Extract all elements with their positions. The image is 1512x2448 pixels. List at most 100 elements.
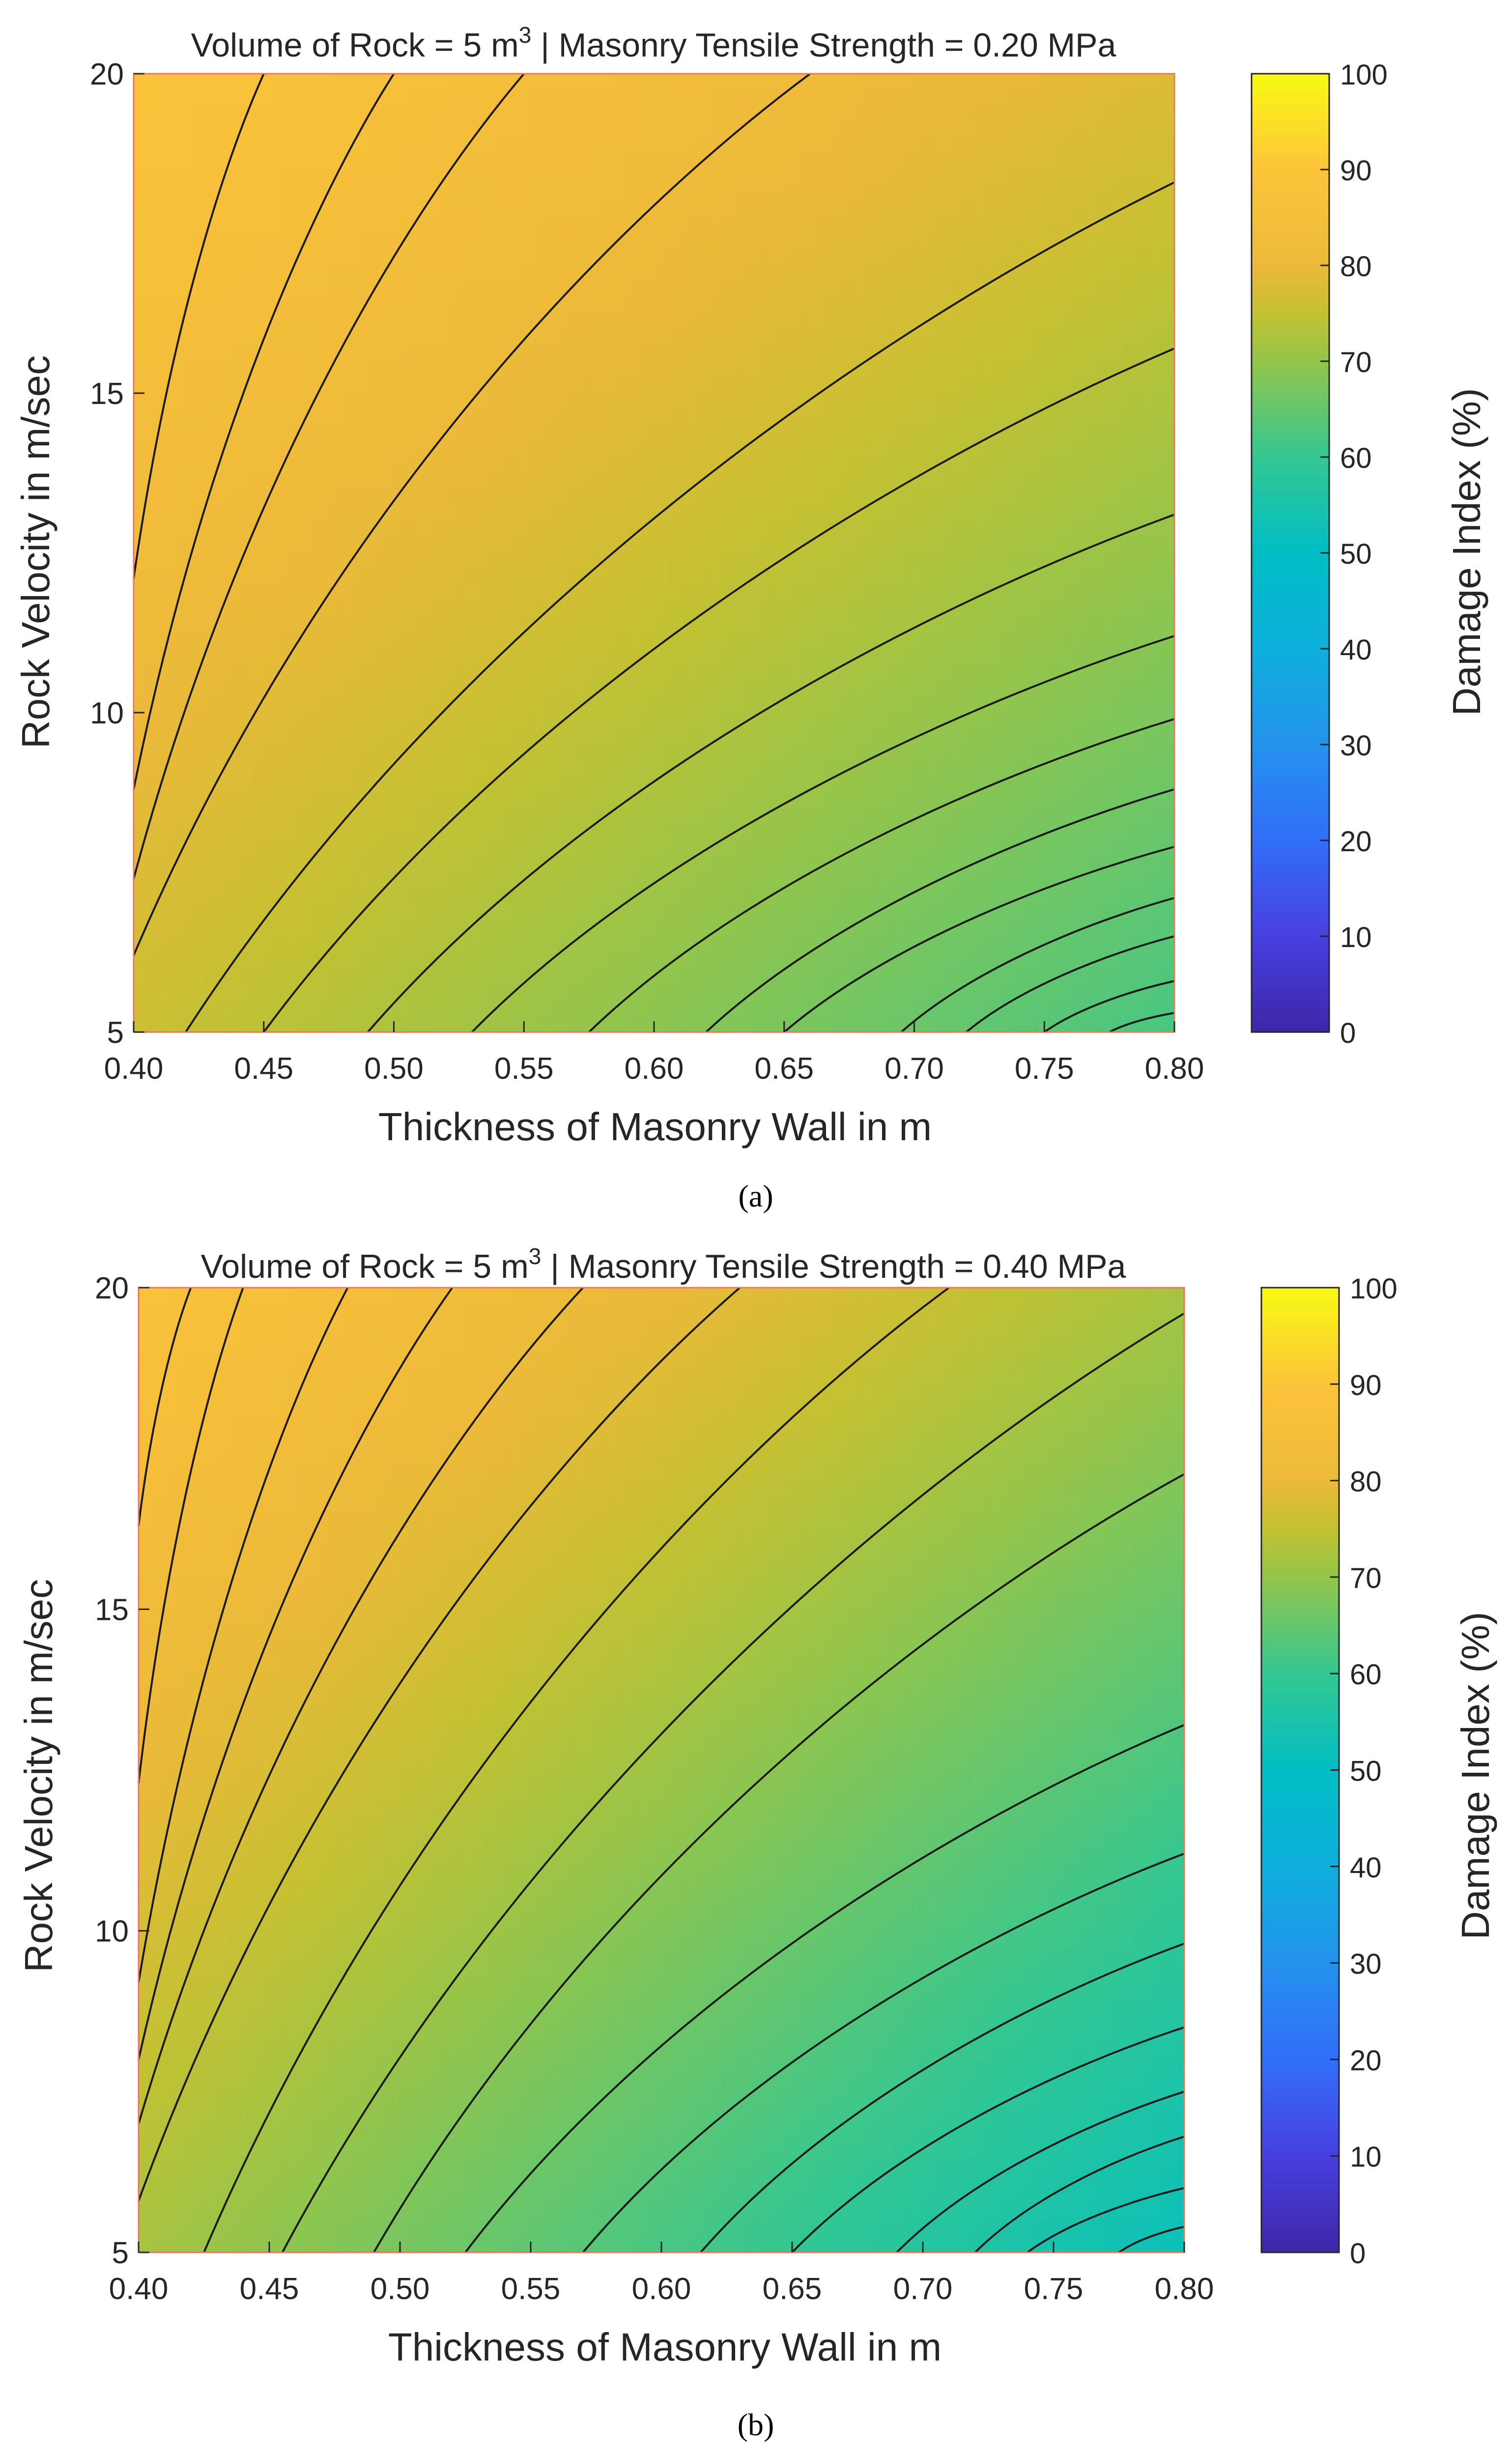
panel-b-contour-line bbox=[582, 1852, 1185, 2253]
panel-a-contour-line bbox=[588, 718, 1175, 1033]
panel-a-colorbar-tick-label: 90 bbox=[1340, 155, 1372, 187]
panel-b-field-strip bbox=[139, 1480, 1184, 1497]
panel-a-colorbar-tick-label: 20 bbox=[1340, 826, 1372, 858]
panel-b-field-strip bbox=[139, 1464, 1184, 1481]
panel-a-field-strip bbox=[134, 648, 1174, 665]
panel-a-colorbar-tick-label: 60 bbox=[1340, 442, 1372, 474]
panel-b-field-strip bbox=[139, 1432, 1184, 1449]
panel-a-field-strip bbox=[134, 616, 1174, 633]
panel-b-field-strip bbox=[139, 1721, 1184, 1738]
panel-a-field-strip bbox=[134, 281, 1174, 298]
panel-a-field-strip bbox=[134, 393, 1174, 409]
panel-a-field-strip bbox=[134, 696, 1174, 713]
panel-b-colorbar-tick-label: 10 bbox=[1350, 2141, 1382, 2173]
panel-b-field bbox=[139, 1287, 1184, 2253]
panel-b-field-strip bbox=[139, 1737, 1184, 1755]
panel-b-contour-line bbox=[138, 1287, 454, 2060]
panel-a-field-strip bbox=[134, 808, 1174, 825]
panel-b-field-strip bbox=[139, 1898, 1184, 1915]
panel-a: 0.40 0.45 0.50 0.55 0.60 0.65 0.70 0.75 0.80 5 10 1… bbox=[14, 22, 1488, 1213]
panel-b-field-strip bbox=[139, 2027, 1184, 2044]
panel-b-contour-line bbox=[974, 2135, 1185, 2253]
panel-a-field-strip bbox=[134, 984, 1174, 1001]
panel-b-field-strip bbox=[139, 1914, 1184, 1931]
panel-b-field-strip bbox=[139, 1689, 1184, 1706]
panel-a-colorbar-tick-label: 100 bbox=[1340, 59, 1388, 91]
panel-b-field-strip bbox=[139, 2075, 1184, 2092]
panel-b-field-strip bbox=[139, 1930, 1184, 1947]
panel-b-field-strip bbox=[139, 1400, 1184, 1417]
panel-b-field-strip bbox=[139, 1593, 1184, 1610]
panel-b-ytick-label: 15 bbox=[95, 1593, 129, 1627]
panel-a-xtick-label: 0.60 bbox=[625, 1052, 684, 1086]
panel-a-xtick-label: 0.40 bbox=[104, 1052, 164, 1086]
panel-a-field-strip bbox=[134, 633, 1174, 649]
panel-a-field-strip bbox=[134, 249, 1174, 266]
panel-a-colorbar bbox=[1251, 73, 1330, 1033]
panel-b-contour-line bbox=[1027, 2187, 1185, 2253]
panel-a-xlabel: Thickness of Masonry Wall in m bbox=[378, 1105, 932, 1149]
panel-b-colorbar-tick-label: 100 bbox=[1350, 1273, 1398, 1305]
panel-b-colorbar-tick-label: 30 bbox=[1350, 1948, 1382, 1980]
panel-a-field-strip bbox=[134, 153, 1174, 170]
panel-a-contour-line bbox=[900, 897, 1175, 1033]
panel-a-field-strip bbox=[134, 824, 1174, 841]
panel-b-xtick-label: 0.70 bbox=[893, 2272, 953, 2306]
panel-a-field-strip bbox=[134, 552, 1174, 569]
panel-b-ylabel: Rock Velocity in m/sec bbox=[17, 1579, 60, 1972]
panel-b-field-strip bbox=[139, 1528, 1184, 1545]
panel-a-field-strip bbox=[134, 856, 1174, 873]
panel-a-field-strip bbox=[134, 792, 1174, 809]
panel-a-contour-line bbox=[1044, 980, 1175, 1033]
panel-a-field-strip bbox=[134, 361, 1174, 377]
panel-b-xtick-label: 0.75 bbox=[1024, 2272, 1084, 2306]
panel-a-field-strip bbox=[134, 680, 1174, 697]
panel-a-xtick-label: 0.80 bbox=[1145, 1052, 1204, 1086]
panel-a-colorbar-label: Damage Index (%) bbox=[1445, 388, 1488, 716]
panel-b-ytick-label: 5 bbox=[112, 2236, 129, 2270]
panel-a-contour-line bbox=[263, 347, 1175, 1033]
panel-b-xtick-label: 0.45 bbox=[240, 2272, 299, 2306]
panel-b-contour-line bbox=[464, 1724, 1185, 2253]
panel-b-field-strip bbox=[139, 1609, 1184, 1626]
panel-b-contour-line bbox=[203, 1287, 950, 2253]
panel-a-field-strip bbox=[134, 137, 1174, 154]
panel-b-contour-line bbox=[138, 1287, 244, 1783]
panel-b-field-strip bbox=[139, 1368, 1184, 1384]
panel-b-field-strip bbox=[139, 1416, 1184, 1433]
panel-a-xtick-label: 0.75 bbox=[1015, 1052, 1074, 1086]
panel-b-field-strip bbox=[139, 2123, 1184, 2140]
panel-b-field-strip bbox=[139, 1770, 1184, 1786]
panel-a-colorbar-tick-label: 70 bbox=[1340, 346, 1372, 378]
panel-b-field-strip bbox=[139, 1657, 1184, 1674]
panel-a-field-strip bbox=[134, 73, 1174, 90]
panel-a-field-strip bbox=[134, 169, 1174, 186]
panel-a-field-strip bbox=[134, 728, 1174, 745]
panel-b-field-strip bbox=[139, 1818, 1184, 1835]
panel-a-ytick-label: 5 bbox=[107, 1016, 124, 1050]
panel-a-field-strip bbox=[134, 105, 1174, 122]
panel-a-colorbar-tick-label: 10 bbox=[1340, 922, 1372, 953]
panel-a-contour-line bbox=[185, 181, 1175, 1033]
panel-a-ytick-label: 15 bbox=[90, 377, 124, 411]
panel-b-xtick-label: 0.40 bbox=[109, 2272, 169, 2306]
panel-b-field-strip bbox=[139, 1802, 1184, 1819]
panel-a-field bbox=[134, 73, 1174, 1033]
panel-a-field-strip bbox=[134, 441, 1174, 458]
panel-b-field-strip bbox=[139, 2188, 1184, 2205]
panel-b-contour-line bbox=[138, 1287, 584, 2124]
panel-b-field-strip bbox=[139, 1287, 1184, 1304]
panel-b-xtick-label: 0.55 bbox=[501, 2272, 561, 2306]
panel-b-xtick-label: 0.60 bbox=[632, 2272, 691, 2306]
panel-b-ytick-label: 20 bbox=[95, 1271, 129, 1305]
panel-b-contour-line bbox=[373, 1473, 1185, 2253]
panel-a-field-strip bbox=[134, 377, 1174, 394]
panel-a-field-strip bbox=[134, 840, 1174, 857]
panel-a-field-strip bbox=[134, 664, 1174, 681]
panel-a-field-strip bbox=[134, 185, 1174, 202]
panel-a-xtick-label: 0.50 bbox=[364, 1052, 424, 1086]
panel-b-field-strip bbox=[139, 1496, 1184, 1513]
panel-b-xtick-label: 0.80 bbox=[1155, 2272, 1214, 2306]
panel-b-field-strip bbox=[139, 2059, 1184, 2076]
panel-a-field-strip bbox=[134, 776, 1174, 793]
